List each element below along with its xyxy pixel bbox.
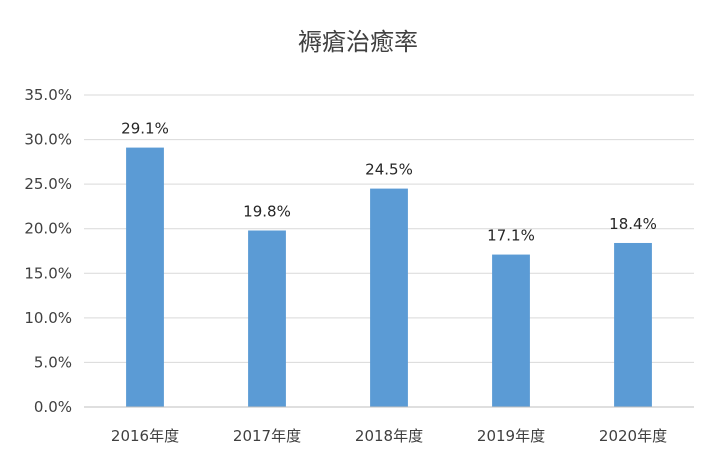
y-tick-label: 20.0% [24, 220, 72, 238]
y-tick-label: 35.0% [24, 86, 72, 104]
bar [614, 242, 652, 407]
x-tick-label: 2018年度 [355, 427, 423, 445]
x-tick-label: 2017年度 [233, 427, 301, 445]
data-label: 19.8% [243, 202, 291, 220]
data-labels: 29.1% 19.8% 24.5% 17.1% 18.4% [121, 120, 657, 245]
bars [126, 147, 652, 407]
y-axis-ticks: 0.0% 5.0% 10.0% 15.0% 20.0% 25.0% 30.0% 35.0% [24, 86, 72, 416]
data-label: 17.1% [487, 227, 535, 245]
x-tick-label: 2019年度 [477, 427, 545, 445]
x-tick-label: 2016年度 [111, 427, 179, 445]
bar [126, 147, 164, 407]
x-tick-label: 2020年度 [599, 427, 667, 445]
x-axis-ticks: 2016年度 2017年度 2018年度 2019年度 2020年度 [111, 427, 667, 445]
y-tick-label: 0.0% [34, 398, 72, 416]
bar [370, 188, 408, 407]
data-label: 18.4% [609, 215, 657, 233]
y-tick-label: 30.0% [24, 131, 72, 149]
y-tick-label: 5.0% [34, 353, 72, 371]
data-label: 24.5% [365, 161, 413, 179]
data-label: 29.1% [121, 120, 169, 138]
y-tick-label: 25.0% [24, 175, 72, 193]
bar [248, 230, 286, 407]
chart-title: 褥瘡治癒率 [298, 28, 418, 56]
y-tick-label: 10.0% [24, 309, 72, 327]
bar [492, 254, 530, 407]
y-tick-label: 15.0% [24, 264, 72, 282]
